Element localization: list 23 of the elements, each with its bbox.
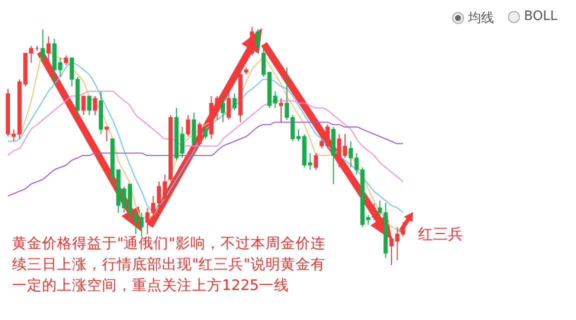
candlestick [226, 93, 231, 120]
candlestick [232, 93, 237, 111]
candlestick [250, 26, 254, 56]
candlestick [104, 126, 109, 142]
annotation: 黄金价格得益于"通俄们"影响，不过本周金价连续三日上涨，行情底部出现"红三兵"说明黄金有一定的上涨空间，重点关注上方1225一线 [12, 235, 326, 296]
candlestick [372, 202, 376, 220]
candlestick [64, 55, 68, 66]
candlestick [87, 96, 92, 116]
candlestick [314, 152, 318, 170]
candlestick [192, 112, 196, 146]
candlestick [40, 28, 45, 64]
candlestick [186, 114, 190, 137]
candlestick [81, 96, 86, 116]
candlestick [220, 96, 226, 123]
radio-button[interactable]: BOLL [508, 9, 558, 24]
radio-button[interactable]: 均线 [452, 9, 494, 27]
candlestick [256, 28, 260, 54]
candlestick [198, 122, 202, 146]
candlestick [92, 96, 98, 116]
candlestick [262, 48, 266, 78]
text: 红三兵 [418, 224, 463, 245]
candlestick [203, 126, 208, 140]
candlestick [278, 98, 284, 123]
